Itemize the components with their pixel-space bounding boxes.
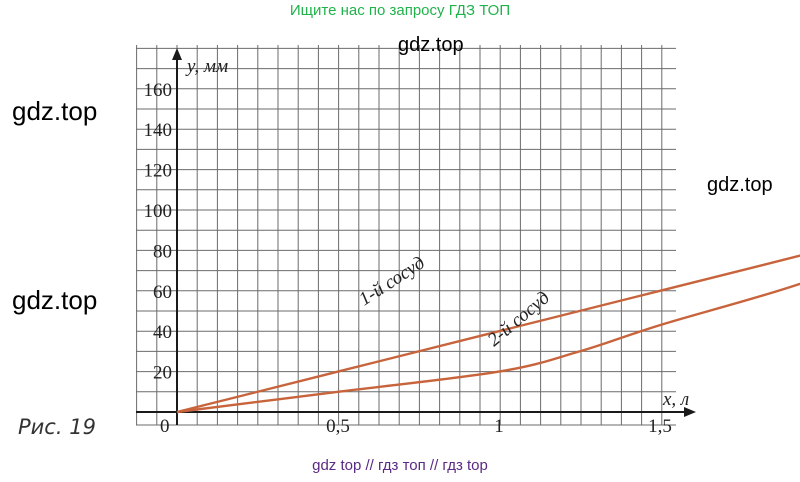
x-tick-label: 1 — [494, 416, 504, 437]
x-axis-label: x, л — [662, 389, 689, 410]
y-tick-label: 100 — [144, 201, 173, 222]
watermark: gdz.top — [398, 34, 464, 56]
x-tick-label: 0,5 — [326, 416, 350, 437]
chart-ticks: 0,511,522,5320406080100120140160 — [144, 80, 672, 437]
watermark: gdz.top — [12, 285, 98, 315]
watermark: gdz.top — [707, 174, 773, 196]
y-tick-label: 60 — [153, 282, 172, 303]
x-tick-label: 1,5 — [648, 416, 672, 437]
origin-label: 0 — [160, 416, 170, 437]
y-axis-label: y, мм — [185, 56, 228, 77]
chart-axes — [136, 48, 696, 425]
y-axis-arrow — [172, 48, 182, 60]
bottom-banner: gdz top // гдз топ // гдз top — [312, 457, 488, 474]
series-line-2 — [176, 282, 800, 414]
y-tick-label: 20 — [153, 363, 172, 384]
series-1-label: 1-й сосуд — [355, 252, 428, 310]
x-axis-arrow — [684, 407, 696, 417]
y-tick-label: 120 — [144, 161, 173, 182]
figure-caption: Рис. 19 — [18, 415, 96, 439]
y-tick-label: 80 — [153, 241, 172, 262]
watermark: gdz.top — [12, 96, 98, 126]
top-banner: Ищите нас по запросу ГДЗ ТОП — [289, 2, 511, 19]
y-tick-label: 140 — [144, 120, 173, 141]
chart-grid — [136, 45, 676, 426]
series-line-1 — [176, 254, 800, 414]
y-tick-label: 160 — [144, 80, 173, 101]
y-tick-label: 40 — [153, 322, 172, 343]
chart-curves — [176, 254, 800, 414]
